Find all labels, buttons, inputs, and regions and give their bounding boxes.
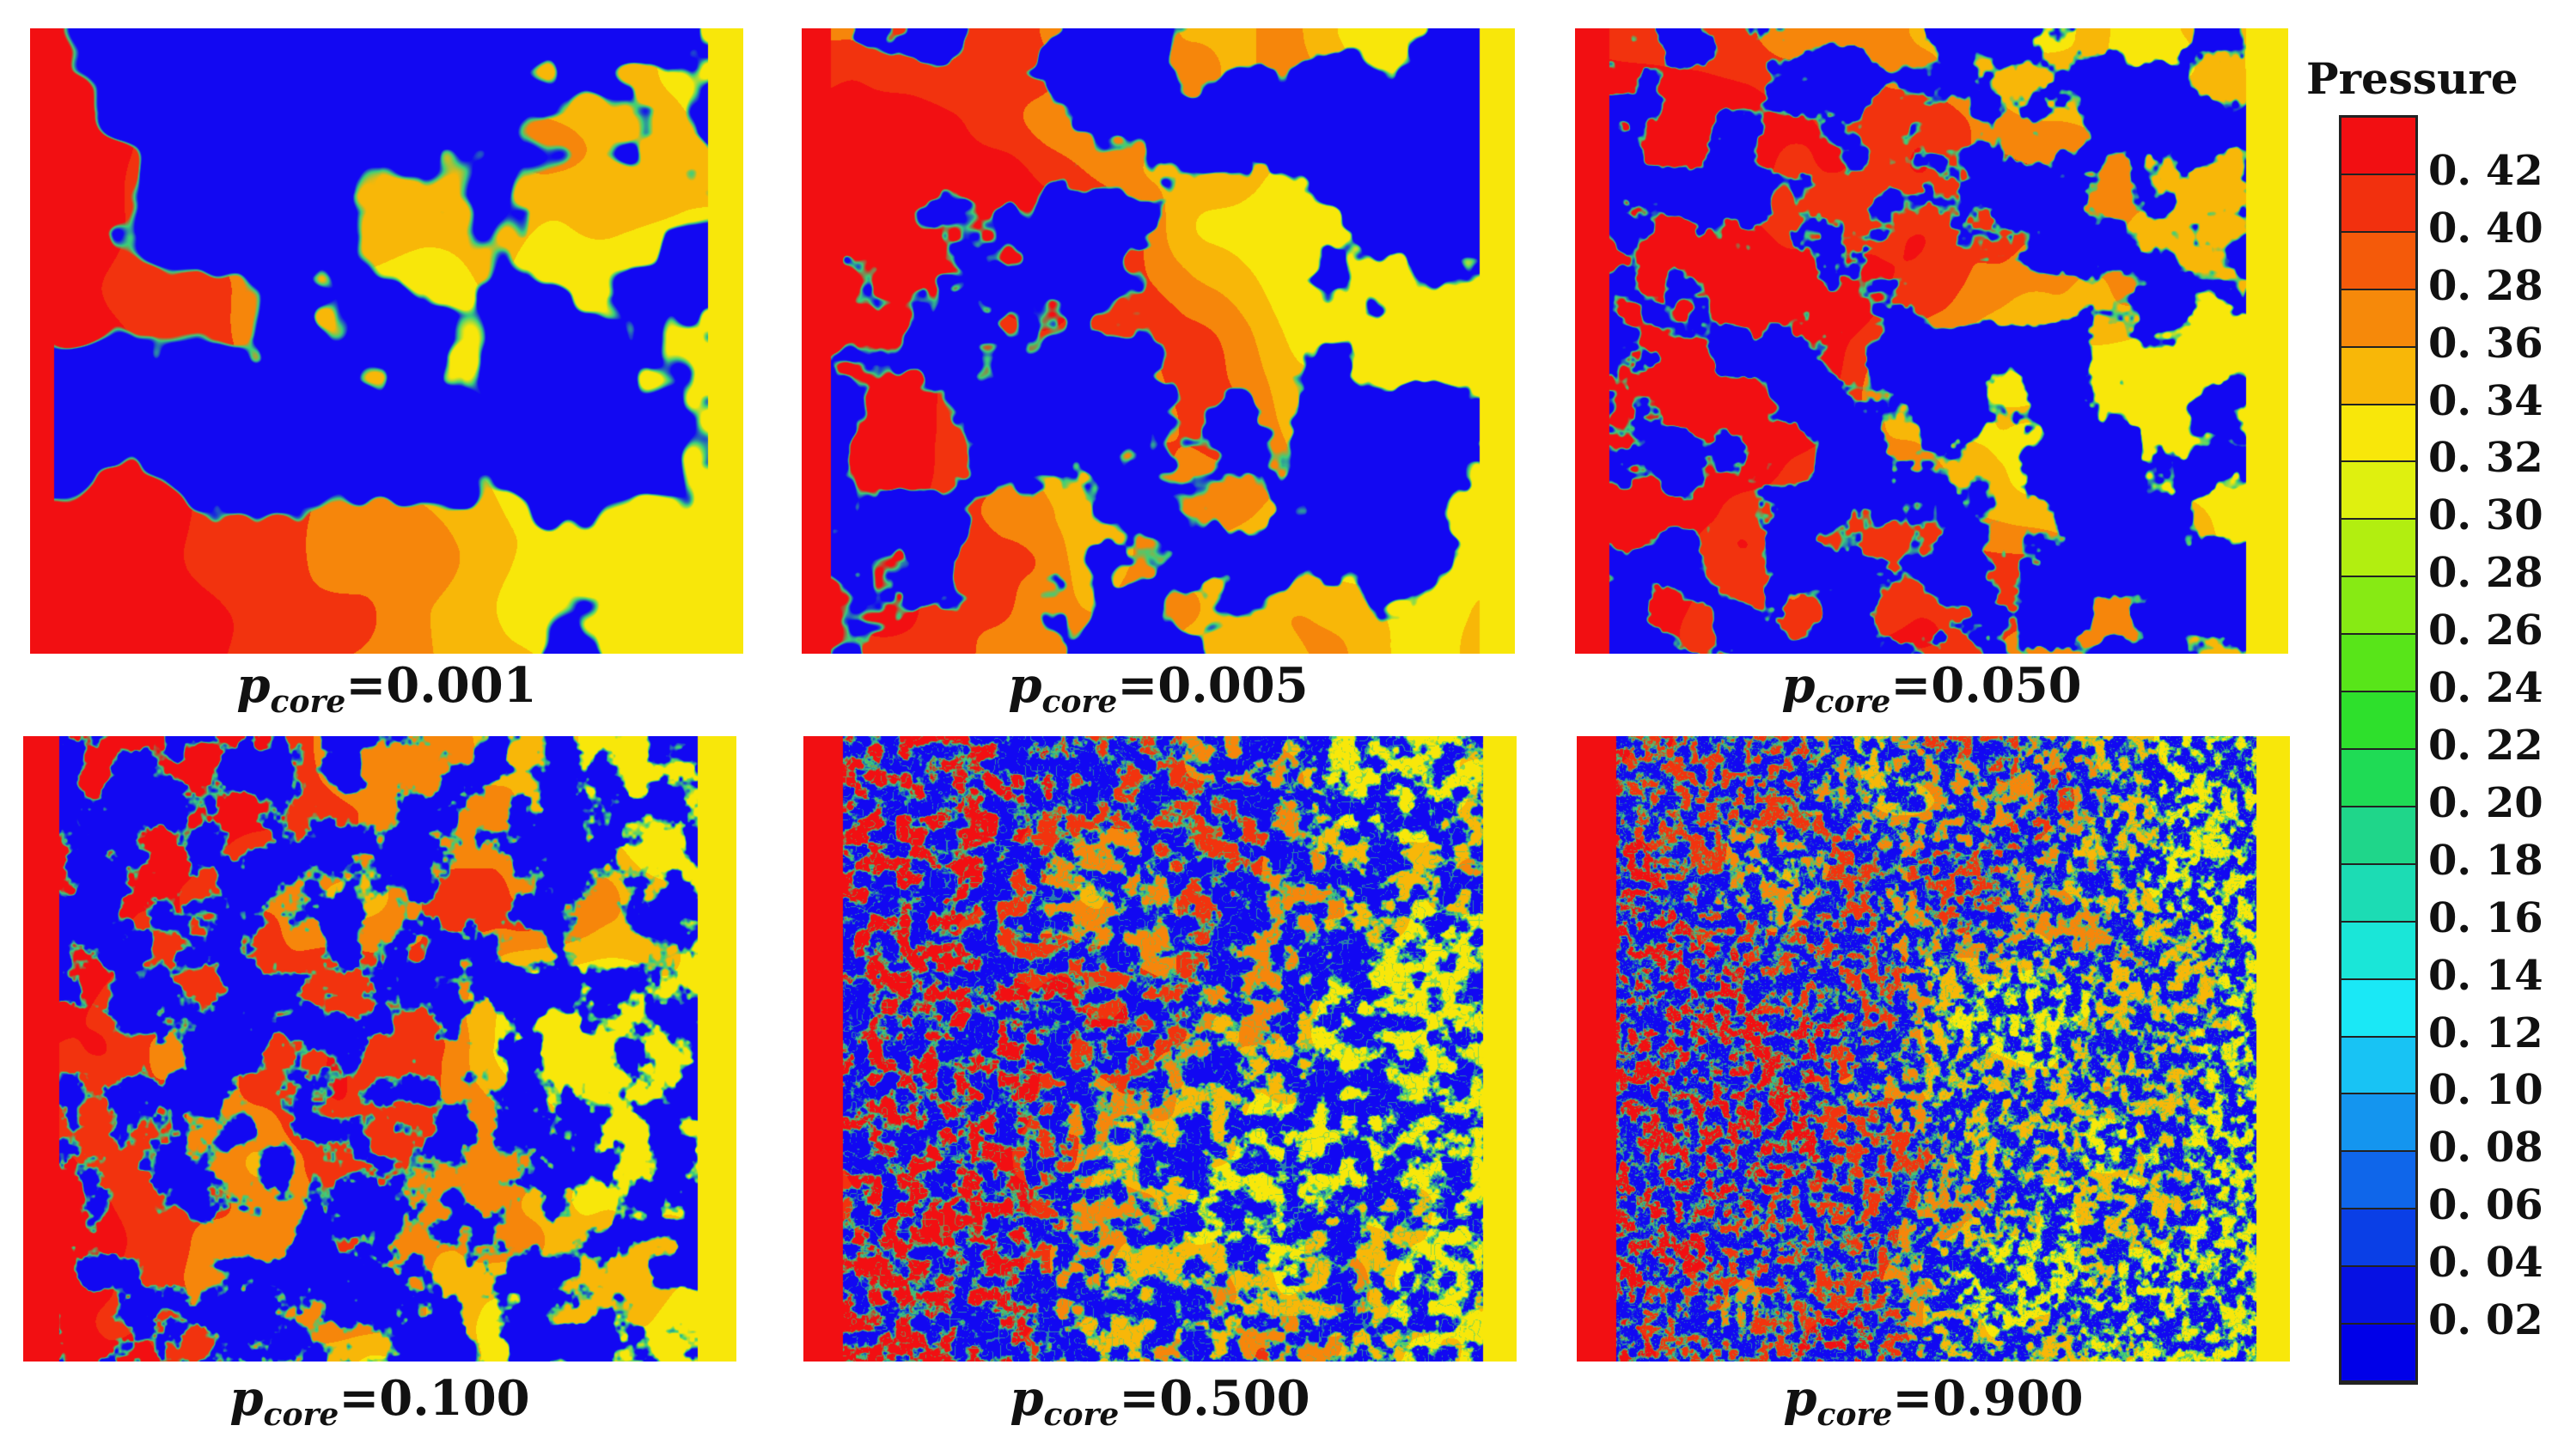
colorbar-tick-label: 0. 08 [2428, 1124, 2543, 1173]
colorbar-swatch [2341, 807, 2415, 865]
colorbar-swatch [2341, 635, 2415, 693]
colorbar-tick-label: 0. 28 [2428, 261, 2543, 310]
pressure-field-map [803, 736, 1517, 1362]
colorbar-tick-label: 0. 14 [2428, 951, 2543, 1000]
panel-pcore-0005 [802, 28, 1515, 654]
caption-pcore-0050: pcore=0.050 [1781, 657, 2082, 720]
colorbar-tick-label: 0. 30 [2428, 491, 2543, 540]
colorbar-tick-label: 0. 26 [2428, 606, 2543, 655]
colorbar-swatch [2341, 864, 2415, 923]
pressure-field-map [1577, 736, 2290, 1362]
legend-title: Pressure [2306, 53, 2518, 104]
colorbar-swatch [2341, 289, 2415, 348]
colorbar-swatch [2341, 922, 2415, 980]
panel-pcore-0050 [1575, 28, 2288, 654]
caption-pcore-0001: pcore=0.001 [236, 657, 537, 720]
colorbar-swatch [2341, 347, 2415, 405]
colorbar-swatch [2341, 405, 2415, 463]
colorbar [2339, 115, 2418, 1385]
caption-pcore-0500: pcore=0.500 [1010, 1370, 1310, 1433]
colorbar-swatch [2341, 1325, 2415, 1382]
colorbar-tick-label: 0. 42 [2428, 146, 2543, 195]
colorbar-swatch [2341, 750, 2415, 807]
colorbar-swatch [2341, 692, 2415, 750]
colorbar-swatch [2341, 1152, 2415, 1210]
colorbar-swatch [2341, 462, 2415, 521]
colorbar-tick-label: 0. 36 [2428, 319, 2543, 368]
colorbar-swatch [2341, 979, 2415, 1038]
colorbar-tick-label: 0. 18 [2428, 836, 2543, 885]
colorbar-swatch [2341, 1267, 2415, 1325]
caption-pcore-0900: pcore=0.900 [1783, 1370, 2084, 1433]
colorbar-swatch [2341, 1094, 2415, 1153]
caption-pcore-0005: pcore=0.005 [1008, 657, 1309, 720]
colorbar-swatch [2341, 232, 2415, 290]
colorbar-tick-label: 0. 32 [2428, 434, 2543, 483]
colorbar-tick-label: 0. 16 [2428, 893, 2543, 942]
pressure-field-map [1575, 28, 2288, 654]
colorbar-tick-label: 0. 22 [2428, 722, 2543, 770]
colorbar-swatch [2341, 174, 2415, 233]
colorbar-tick-label: 0. 06 [2428, 1181, 2543, 1230]
colorbar-swatch [2341, 577, 2415, 636]
colorbar-tick-label: 0. 34 [2428, 376, 2543, 425]
colorbar-tick-label: 0. 20 [2428, 778, 2543, 827]
panel-pcore-0001 [30, 28, 743, 654]
colorbar-swatch [2341, 118, 2415, 175]
pressure-field-map [802, 28, 1515, 654]
colorbar-swatch [2341, 1037, 2415, 1095]
pressure-field-map [23, 736, 736, 1362]
colorbar-tick-label: 0. 10 [2428, 1066, 2543, 1115]
pressure-field-map [30, 28, 743, 654]
colorbar-tick-label: 0. 12 [2428, 1008, 2543, 1057]
colorbar-swatch [2341, 520, 2415, 578]
colorbar-swatch [2341, 1209, 2415, 1268]
panel-pcore-0100 [23, 736, 736, 1362]
panel-pcore-0900 [1577, 736, 2290, 1362]
panel-pcore-0500 [803, 736, 1517, 1362]
colorbar-tick-label: 0. 02 [2428, 1296, 2543, 1345]
colorbar-tick-label: 0. 24 [2428, 664, 2543, 713]
caption-pcore-0100: pcore=0.100 [229, 1370, 530, 1433]
colorbar-tick-label: 0. 28 [2428, 549, 2543, 598]
colorbar-tick-label: 0. 04 [2428, 1239, 2543, 1288]
colorbar-tick-label: 0. 40 [2428, 204, 2543, 253]
